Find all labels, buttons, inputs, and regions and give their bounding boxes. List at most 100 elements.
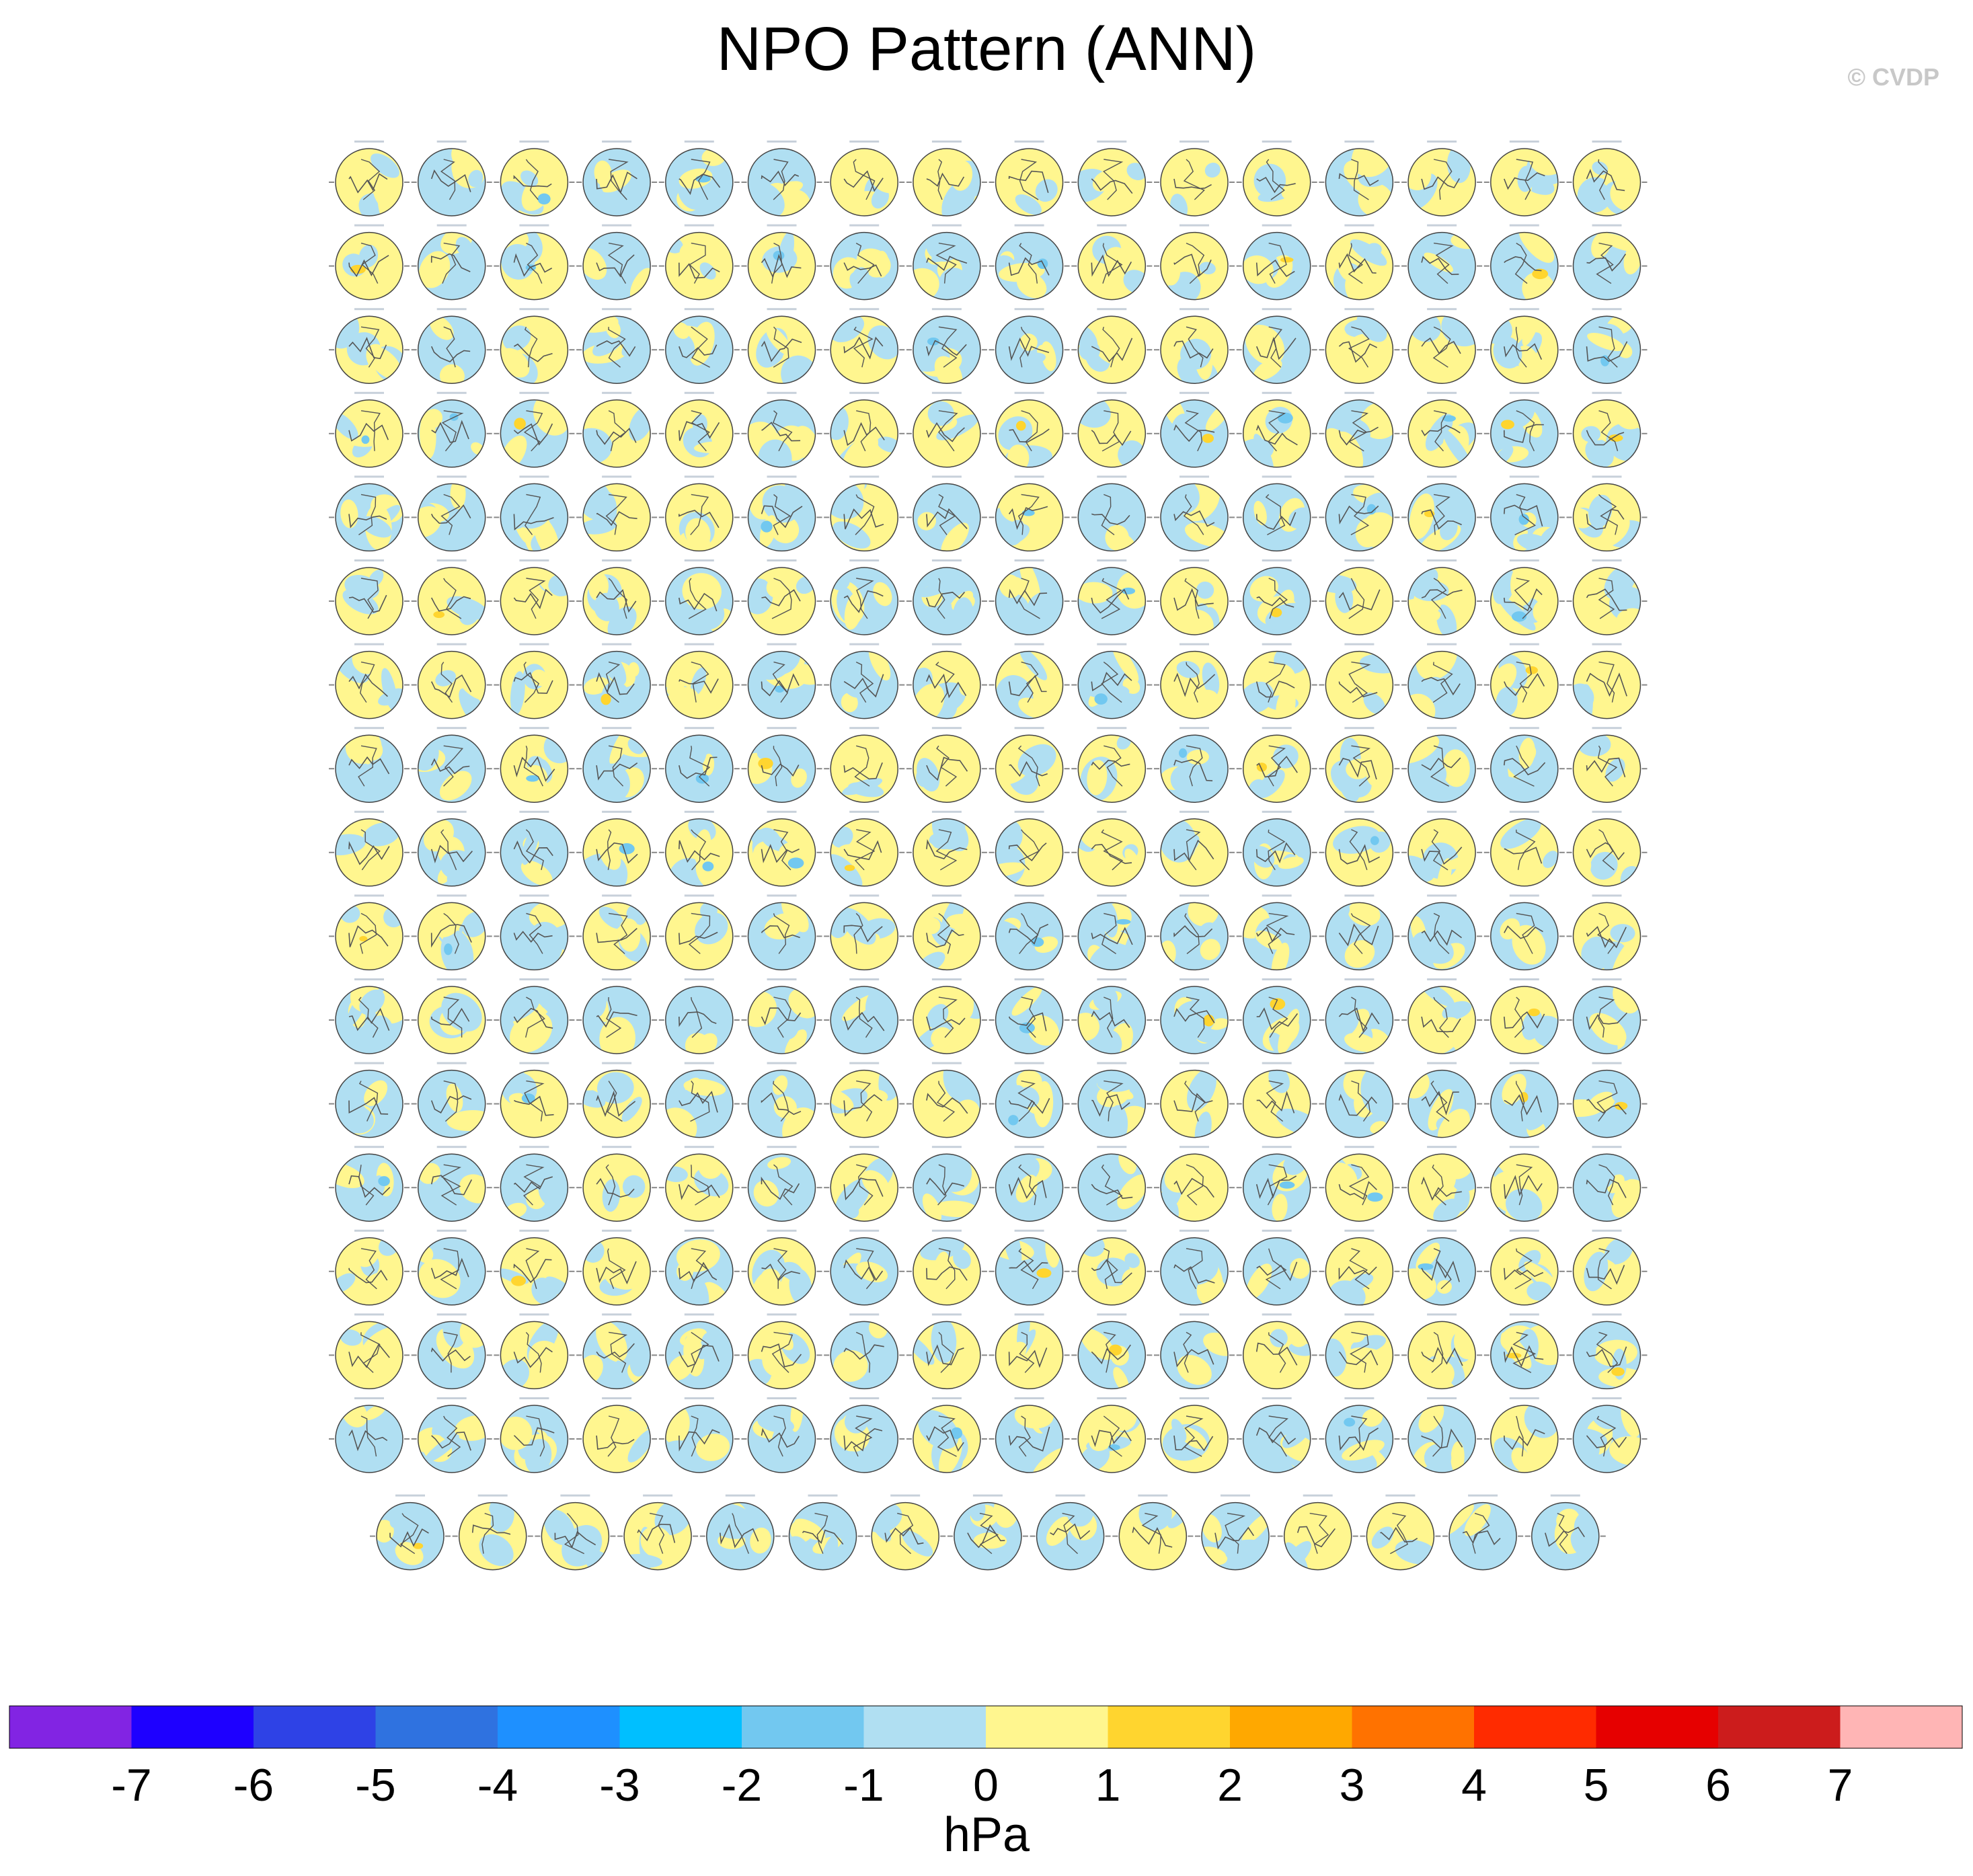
colorbar-swatch [254,1706,376,1748]
map-panel [1566,475,1648,552]
map-panel [658,391,740,468]
map-panel [824,141,905,217]
map-panel [494,1397,575,1473]
map-panel [906,978,987,1054]
map-panel [1154,141,1235,217]
map-panel [906,141,987,217]
map-panel [494,978,575,1054]
map-panel [741,391,822,468]
map-panel [576,559,658,635]
map-panel [1154,391,1235,468]
map-panel [411,559,492,635]
colorbar-swatch [1108,1706,1230,1748]
map-panel [989,1146,1070,1222]
map-panel [1071,643,1153,719]
map-panel [576,1397,658,1473]
map-panel [906,643,987,719]
map-panel [1236,559,1317,635]
map-panel [329,978,410,1054]
map-panel [411,1062,492,1138]
map-panel [329,810,410,887]
map-panel [1319,643,1400,719]
map-panel [1154,1062,1235,1138]
map-panel [1483,1229,1565,1306]
map-panel [411,1313,492,1390]
map-panel [576,1146,658,1222]
colorbar-tick-label: 0 [973,1760,999,1809]
map-panel [741,894,822,971]
map-panel [1401,1146,1483,1222]
map-panel [906,475,987,552]
map-panel [658,1313,740,1390]
map-panel [1236,475,1317,552]
map-panel [782,1494,863,1571]
colorbar-tick-label: -7 [111,1760,151,1809]
map-panel [494,727,575,803]
map-panel [1483,894,1565,971]
colorbar-tick-label: 7 [1828,1760,1853,1809]
map-panel [906,727,987,803]
map-panel [1401,894,1483,971]
map-panel [658,1062,740,1138]
map-panel [1071,391,1153,468]
map-panel [494,810,575,887]
map-panel [1071,1397,1153,1473]
map-panel [329,224,410,301]
map-panel [1524,1494,1606,1571]
map-panel [906,1313,987,1390]
map-panel [1401,391,1483,468]
map-panel [1483,224,1565,301]
map-panel [1566,559,1648,635]
map-panel [329,559,410,635]
map-panel [494,1229,575,1306]
map-panel [1319,308,1400,384]
map-panel [741,559,822,635]
map-panel [1071,308,1153,384]
map-panel [989,391,1070,468]
map-panel [411,475,492,552]
map-panel [576,141,658,217]
map-panel [576,1062,658,1138]
map-panel [741,141,822,217]
map-panel [1071,1146,1153,1222]
map-panel [1154,1313,1235,1390]
map-panel [824,727,905,803]
map-panel [658,141,740,217]
map-panel [1236,1397,1317,1473]
colorbar-tick-label: -4 [477,1760,518,1809]
map-panel [370,1494,451,1571]
map-panel [494,224,575,301]
map-panel [411,391,492,468]
map-panel [494,1062,575,1138]
map-panel [1360,1494,1441,1571]
colorbar-swatch [1718,1706,1841,1748]
map-panel [658,1146,740,1222]
map-panel [1236,643,1317,719]
map-panel [1566,727,1648,803]
map-panel [824,894,905,971]
map-panel [1195,1494,1276,1571]
map-panel [1071,810,1153,887]
map-panel [452,1494,533,1571]
map-panel [741,810,822,887]
map-panel [1483,727,1565,803]
map-panel [741,1146,822,1222]
map-panel [494,391,575,468]
map-panel [989,1229,1070,1306]
map-panel [494,643,575,719]
colorbar-tick-label: 3 [1340,1760,1365,1809]
map-panel [1483,475,1565,552]
colorbar-swatch [498,1706,620,1748]
map-panel [329,1229,410,1306]
map-panel [1483,1313,1565,1390]
map-panel [329,141,410,217]
map-panel [824,475,905,552]
map-panel [1401,224,1483,301]
map-panel [1236,810,1317,887]
map-panel [494,1313,575,1390]
map-panel [824,978,905,1054]
map-panel [824,559,905,635]
colorbar-swatch [131,1706,254,1748]
map-panel [824,308,905,384]
map-panel [1483,559,1565,635]
